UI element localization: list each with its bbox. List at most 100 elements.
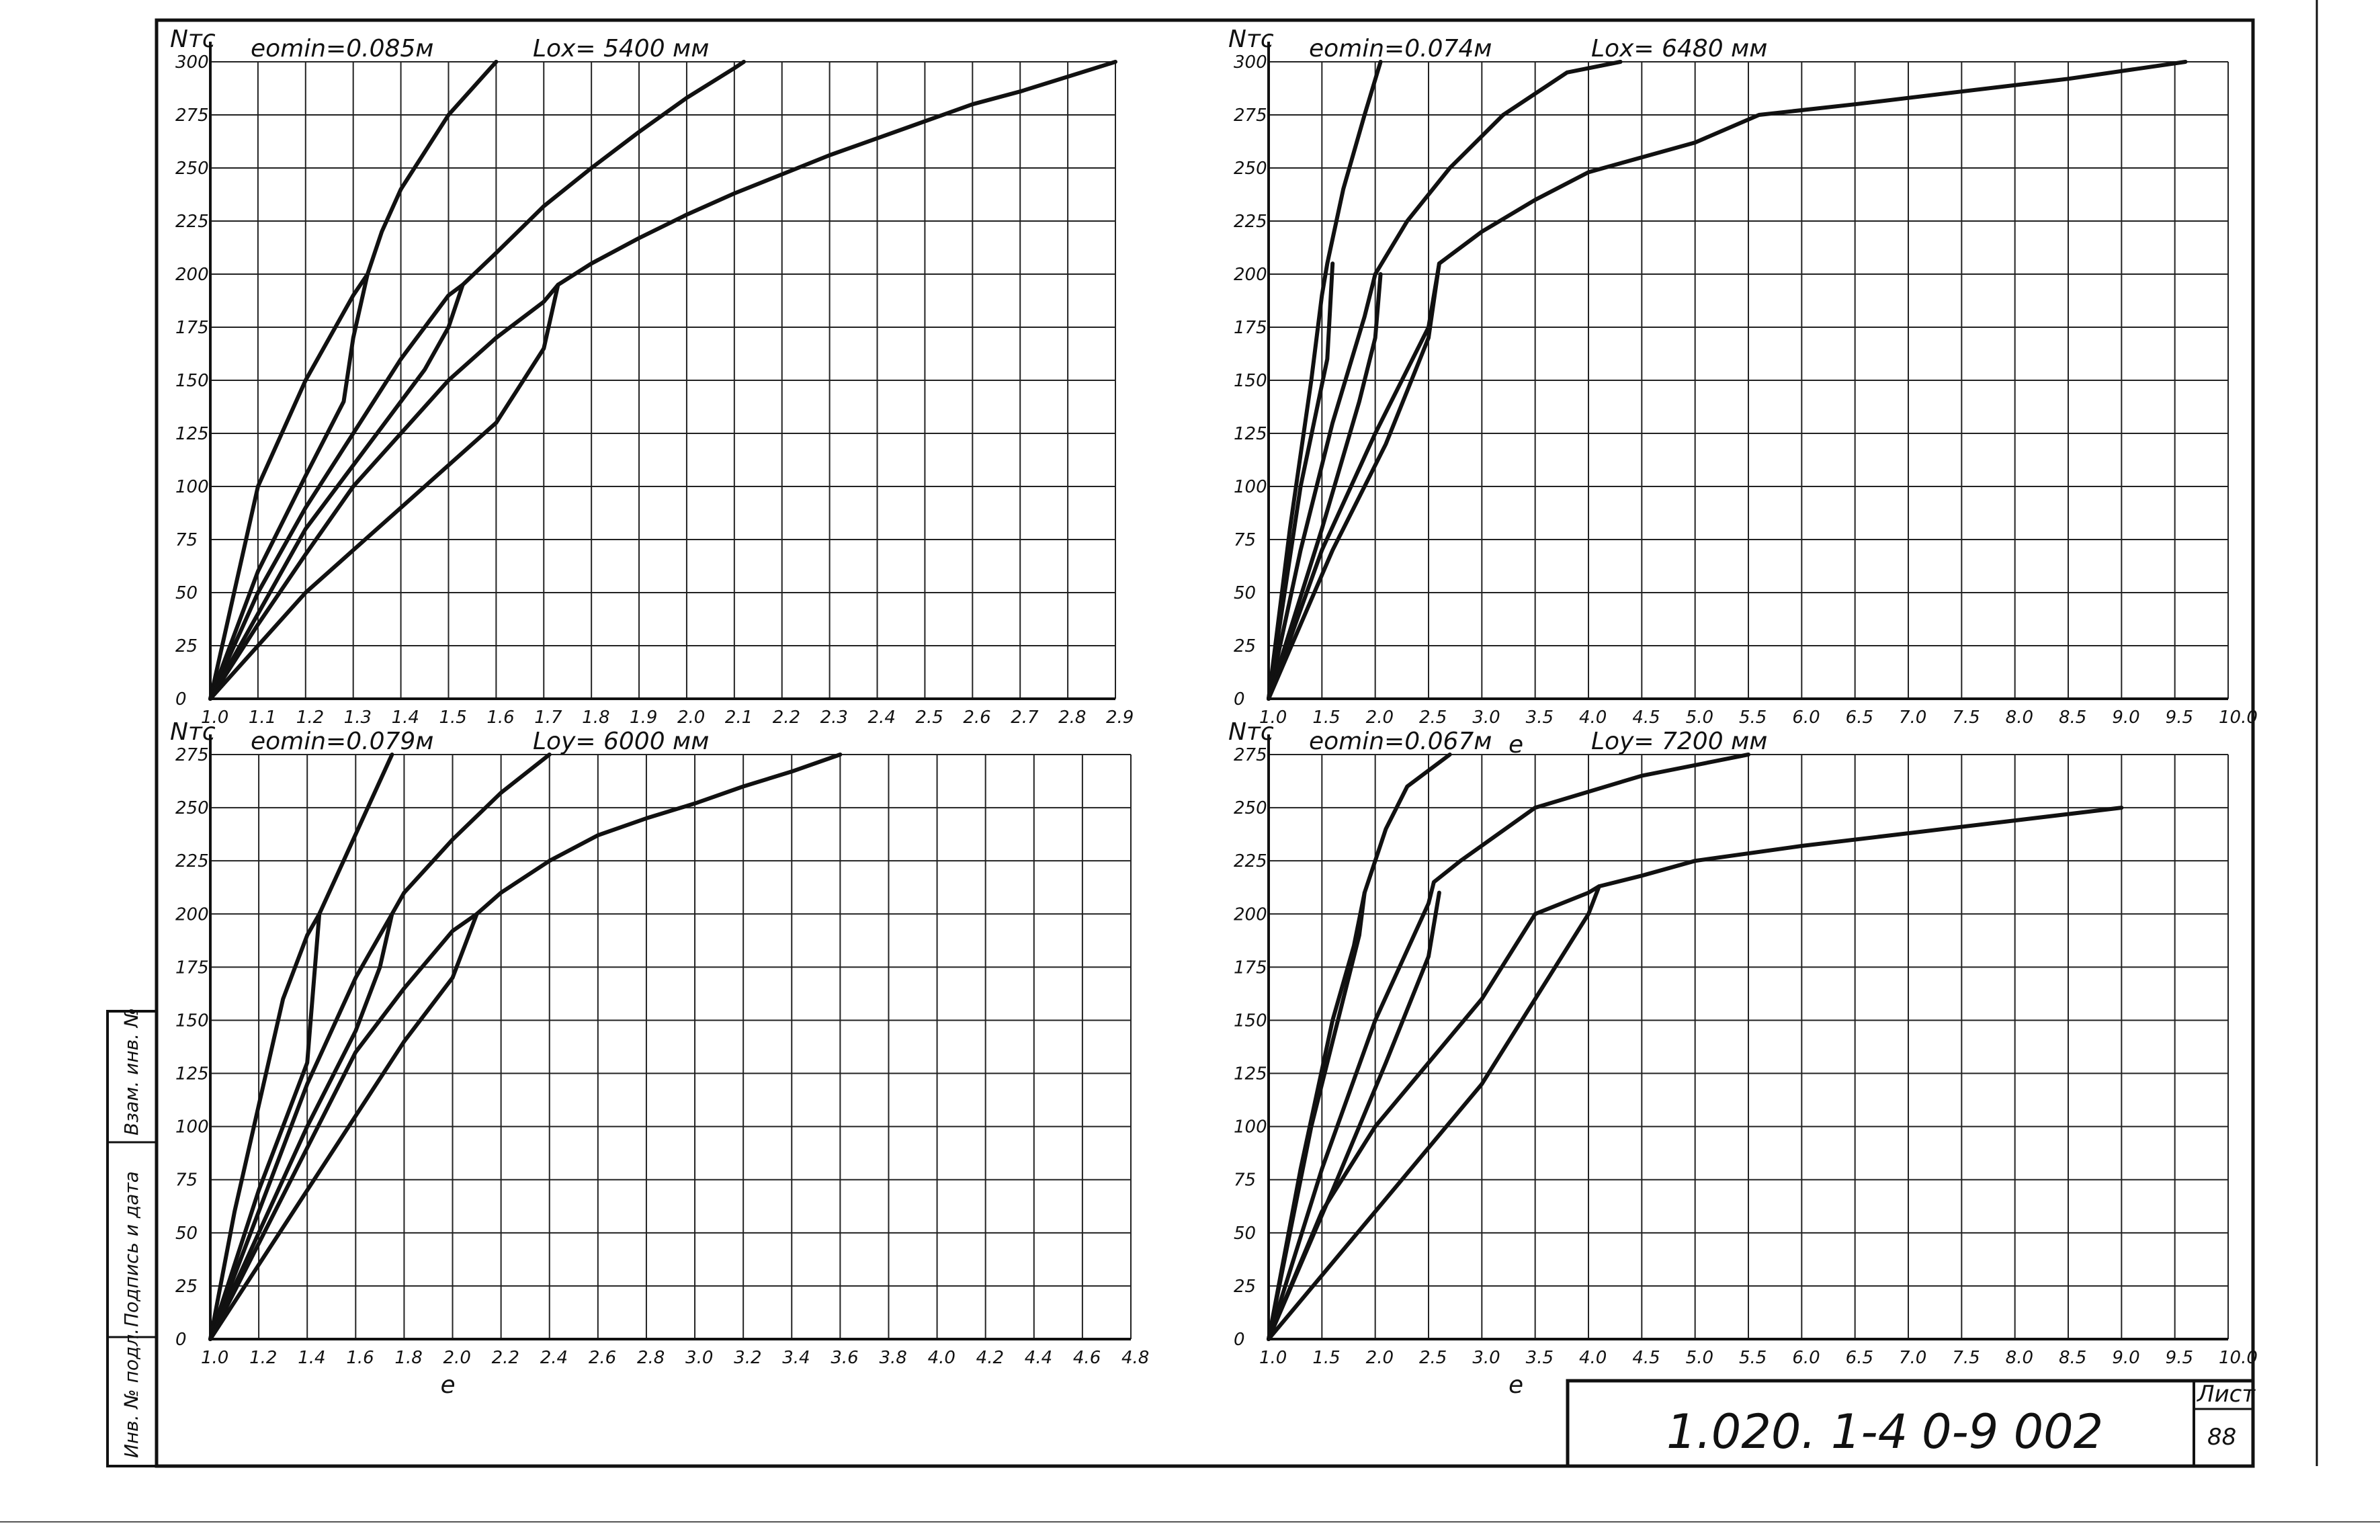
chart-top-right: 1.0 1.5 2.0 2.5 3.0 3.5 4.0 4.5 5.0 5.5 6.0 6.5 7.0 7… bbox=[1228, 26, 2258, 759]
x-tick-label: 1.0 bbox=[1259, 708, 1287, 728]
side-strip: Инв. № подл. Подпись и дата Взам. инв. № bbox=[106, 1008, 158, 1467]
y-tick-label: 250 bbox=[1234, 159, 1267, 179]
x-tick-label: 6.5 bbox=[1846, 708, 1873, 728]
side-label-sign: Подпись и дата bbox=[120, 1171, 142, 1327]
curve-series-1 bbox=[208, 753, 394, 1341]
y-tick-label: 25 bbox=[1234, 1277, 1256, 1297]
x-tick-label: 2.7 bbox=[1011, 708, 1039, 728]
chart-bottom-right: 1.0 1.5 2.0 2.5 3.0 3.5 4.0 4.5 5.0 5.5 6.0 6.5 7.0 7… bbox=[1228, 718, 2258, 1399]
sheet-number: 88 bbox=[2207, 1424, 2236, 1451]
x-tick-label: 3.0 bbox=[1472, 708, 1500, 728]
x-tick-label: 4.0 bbox=[1579, 1348, 1607, 1368]
y-tick-label: 175 bbox=[1234, 957, 1267, 978]
x-tick-label: 3.8 bbox=[879, 1348, 906, 1368]
x-tick-label: 2.8 bbox=[637, 1348, 665, 1368]
x-tick-label: 3.0 bbox=[685, 1348, 713, 1368]
y-tick-label: 250 bbox=[175, 159, 209, 179]
y-tick-label: 75 bbox=[175, 1170, 198, 1191]
sheet-frame bbox=[155, 18, 2255, 1468]
emin-label: eomin=0.079м bbox=[251, 728, 433, 755]
y-tick-label: 225 bbox=[175, 212, 209, 232]
y-tick-label: 50 bbox=[175, 583, 198, 603]
y-axis-label: Nтс bbox=[1228, 718, 1274, 746]
x-tick-label: 6.0 bbox=[1792, 708, 1820, 728]
x-tick-label: 2.6 bbox=[963, 708, 990, 728]
y-tick-label: 25 bbox=[175, 636, 198, 656]
y-tick-label: 275 bbox=[175, 745, 209, 765]
x-tick-label: 5.0 bbox=[1686, 708, 1713, 728]
x-tick-label: 3.0 bbox=[1472, 1348, 1500, 1368]
length-label: Lox= 5400 мм bbox=[533, 35, 709, 62]
x-tick-label: 8.5 bbox=[2059, 708, 2086, 728]
y-tick-label: 175 bbox=[175, 318, 209, 338]
y-tick-label: 50 bbox=[175, 1224, 198, 1244]
curve-series-2 bbox=[208, 753, 552, 1341]
x-tick-label: 5.5 bbox=[1739, 708, 1767, 728]
curve-series-4 bbox=[208, 272, 370, 701]
y-tick-label: 100 bbox=[175, 477, 209, 497]
y-axis-label: Nтс bbox=[1228, 26, 1274, 53]
length-label: Lox= 6480 мм bbox=[1591, 35, 1767, 62]
x-tick-label: 7.0 bbox=[1899, 1348, 1926, 1368]
y-tick-label: 100 bbox=[1234, 477, 1267, 497]
x-tick-label: 3.2 bbox=[734, 1348, 761, 1368]
x-tick-label: 2.0 bbox=[443, 1348, 471, 1368]
x-tick-label: 1.6 bbox=[486, 708, 514, 728]
y-tick-label: 300 bbox=[175, 52, 209, 73]
x-tick-label: 1.0 bbox=[201, 708, 228, 728]
y-tick-label: 150 bbox=[175, 1011, 209, 1031]
x-tick-label: 1.8 bbox=[582, 708, 609, 728]
y-tick-label: 25 bbox=[175, 1277, 198, 1297]
y-tick-label: 0 bbox=[175, 689, 187, 710]
x-tick-label: 3.6 bbox=[831, 1348, 858, 1368]
x-tick-label: 4.0 bbox=[1579, 708, 1607, 728]
x-tick-label: 2.4 bbox=[868, 708, 896, 728]
x-tick-label: 8.0 bbox=[2006, 708, 2033, 728]
curve-series-2 bbox=[1267, 60, 1623, 701]
x-tick-label: 2.5 bbox=[1419, 708, 1447, 728]
x-tick-label: 4.8 bbox=[1121, 1348, 1149, 1368]
emin-label: eomin=0.074м bbox=[1309, 35, 1492, 62]
curve-series-2 bbox=[208, 60, 746, 701]
chart-top-left: 1.0 1.1 1.2 1.3 1.4 1.5 1.6 1.7 1.8 1.9 2.0 2.1 2.2 2… bbox=[170, 26, 1134, 728]
x-tick-label: 4.5 bbox=[1632, 1348, 1660, 1368]
curve-series-1 bbox=[1267, 60, 1383, 701]
y-tick-label: 200 bbox=[175, 904, 209, 925]
chart-bottom-left: 1.0 1.2 1.4 1.6 1.8 2.0 2.2 2.4 2.6 2.8 3.0 3.2 3.4 3… bbox=[170, 718, 1149, 1399]
x-tick-label: 7.5 bbox=[1952, 708, 1980, 728]
x-tick-label: 1.2 bbox=[296, 708, 324, 728]
x-tick-label: 7.0 bbox=[1899, 708, 1926, 728]
x-tick-label: 4.6 bbox=[1073, 1348, 1101, 1368]
curve-series-4 bbox=[208, 912, 322, 1341]
doc-code: 1.020. 1-4 bbox=[1666, 1404, 1908, 1459]
y-tick-label: 250 bbox=[175, 798, 209, 818]
side-label-replace: Взам. инв. № bbox=[120, 1008, 142, 1136]
y-tick-label: 50 bbox=[1234, 583, 1256, 603]
x-tick-label: 10.0 bbox=[2219, 1348, 2258, 1368]
x-tick-label: 1.5 bbox=[1312, 1348, 1340, 1368]
curve-series-5 bbox=[208, 912, 394, 1341]
x-tick-label: 2.0 bbox=[677, 708, 705, 728]
y-tick-label: 125 bbox=[1234, 1064, 1267, 1084]
x-tick-label: 1.8 bbox=[394, 1348, 422, 1368]
x-tick-label: 2.0 bbox=[1366, 708, 1394, 728]
y-tick-label: 275 bbox=[175, 105, 209, 126]
x-tick-label: 1.7 bbox=[534, 708, 562, 728]
x-tick-label: 2.3 bbox=[820, 708, 848, 728]
title-block: 1.020. 1-4 0-9 002 Лист 88 bbox=[1566, 1379, 2256, 1468]
x-tick-label: 2.9 bbox=[1106, 708, 1134, 728]
curve-series-6 bbox=[1267, 884, 1601, 1341]
y-tick-label: 150 bbox=[175, 371, 209, 391]
x-tick-label: 1.2 bbox=[249, 1348, 277, 1368]
y-tick-label: 200 bbox=[1234, 265, 1267, 285]
x-tick-label: 4.2 bbox=[976, 1348, 1004, 1368]
y-tick-label: 125 bbox=[175, 1064, 209, 1084]
y-tick-label: 125 bbox=[1234, 424, 1267, 444]
curve-series-5 bbox=[1267, 890, 1441, 1341]
curve-series-2 bbox=[1267, 753, 1750, 1341]
x-tick-label: 2.8 bbox=[1058, 708, 1086, 728]
y-tick-label: 125 bbox=[175, 424, 209, 444]
x-tick-label: 8.0 bbox=[2006, 1348, 2033, 1368]
y-tick-label: 275 bbox=[1234, 745, 1267, 765]
x-tick-label: 9.5 bbox=[2166, 1348, 2193, 1368]
